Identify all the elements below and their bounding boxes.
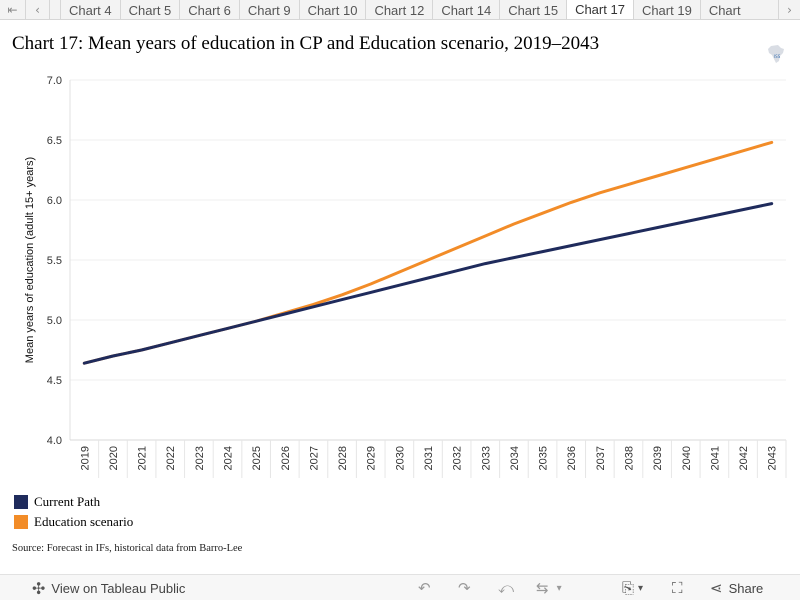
y-tick-label: 4.0 [47,435,62,447]
x-tick-label: 2036 [566,446,578,470]
tab-chart-17[interactable]: Chart 17 [566,0,633,19]
tab-chart-15[interactable]: Chart 15 [499,0,567,19]
series-line-current-path[interactable] [82,202,774,365]
y-tick-label: 6.0 [47,195,62,207]
x-tick-label: 2022 [165,446,177,470]
x-tick-label: 2021 [137,446,149,470]
share-button[interactable]: ⋖ Share [710,575,763,600]
view-on-tableau-label: View on Tableau Public [51,580,186,596]
source-note: Source: Forecast in IFs, historical data… [12,543,243,554]
legend-label: Education scenario [34,514,134,529]
y-tick-label: 4.5 [47,375,62,387]
series-line-education-scenario[interactable] [82,140,774,365]
x-tick-label: 2040 [681,446,693,470]
tab-chart[interactable]: Chart [699,0,749,19]
next-tab-button[interactable]: › [778,0,800,20]
x-tick-label: 2030 [394,446,406,470]
tab-chart-5[interactable]: Chart 5 [119,0,180,19]
tab-chart-4[interactable]: Chart 4 [60,0,120,19]
chevron-right-icon: › [787,3,792,17]
legend-swatch [14,495,28,509]
revert-icon[interactable]: ⤺ [498,579,515,597]
x-tick-label: 2019 [79,446,91,470]
y-tick-label: 7.0 [47,75,62,87]
line-chart[interactable]: 4.0 4.5 5.0 5.5 6.0 6.5 7.0 2019 2020 2021 2022 202… [0,70,800,480]
x-tick-label: 2024 [223,446,235,470]
x-tick-label: 2028 [337,446,349,470]
africa-logo-icon: ISS [768,45,784,63]
tab-chart-6[interactable]: Chart 6 [179,0,239,19]
x-tick-label: 2023 [194,446,206,470]
x-tick-label: 2037 [595,446,607,470]
x-tick-label: 2033 [480,446,492,470]
redo-icon[interactable]: ↷ [458,579,471,597]
share-label: Share [728,580,764,596]
tab-chart-19[interactable]: Chart 19 [632,0,700,19]
x-tick-label: 2025 [251,446,263,470]
x-tick-label: 2029 [366,446,378,470]
svg-text:ISS: ISS [774,54,781,59]
x-tick-label: 2042 [738,446,750,470]
first-tab-button[interactable]: ⇤ [0,0,26,20]
x-tick-label: 2020 [108,446,120,470]
legend-label: Current Path [34,494,101,509]
x-tick-label: 2034 [509,446,521,470]
x-tick-label: 2035 [538,446,550,470]
tab-chart-10[interactable]: Chart 10 [298,0,366,19]
download-icon[interactable]: ⎘ [622,579,635,597]
refresh-icon[interactable]: ⇆ [536,579,549,597]
x-tick-label: 2027 [308,446,320,470]
x-tick-label: 2039 [652,446,664,470]
x-tick-label: 2032 [452,446,464,470]
undo-icon[interactable]: ↶ [418,579,431,597]
x-tick-label: 2031 [423,446,435,470]
first-icon: ⇤ [7,3,18,17]
y-tick-label: 6.5 [47,135,62,147]
legend-swatch [14,515,28,529]
x-tick-label: 2041 [709,446,721,470]
y-axis-label: Mean years of education (adult 15+ years… [24,157,36,363]
legend-item-current-path[interactable]: Current Path [14,492,133,512]
y-tick-label: 5.5 [47,255,62,267]
view-on-tableau-button[interactable]: ✣ View on Tableau Public [32,575,185,600]
legend: Current Path Education scenario [14,492,133,532]
legend-item-education-scenario[interactable]: Education scenario [14,512,133,532]
chevron-down-icon[interactable]: ▾ [556,582,562,594]
tab-chart-12[interactable]: Chart 12 [365,0,433,19]
tab-chart-14[interactable]: Chart 14 [432,0,500,19]
tab-chart-9[interactable]: Chart 9 [238,0,299,19]
tableau-icon: ✣ [32,578,46,598]
tab-bar: ⇤ ‹ Chart 4 Chart 5 Chart 6 Chart 9 Chart 10… [0,0,800,20]
x-tick-label: 2043 [767,446,779,470]
chevron-down-icon[interactable]: ▾ [638,582,644,594]
x-tick-label: 2038 [623,446,635,470]
y-tick-label: 5.0 [47,315,62,327]
chevron-left-icon: ‹ [35,3,40,17]
prev-tab-button[interactable]: ‹ [26,0,50,20]
x-tick-label: 2026 [280,446,292,470]
share-icon: ⋖ [710,579,723,597]
fullscreen-icon[interactable]: ⛶ [672,579,683,597]
tabs: Chart 4 Chart 5 Chart 6 Chart 9 Chart 10 Char… [60,0,778,19]
chart-title: Chart 17: Mean years of education in CP … [12,33,600,54]
bottom-toolbar: ✣ View on Tableau Public ↶ ↷ ⤺ ⇆ ▾ ⎘ ▾ ⛶ ⋖… [0,574,800,600]
